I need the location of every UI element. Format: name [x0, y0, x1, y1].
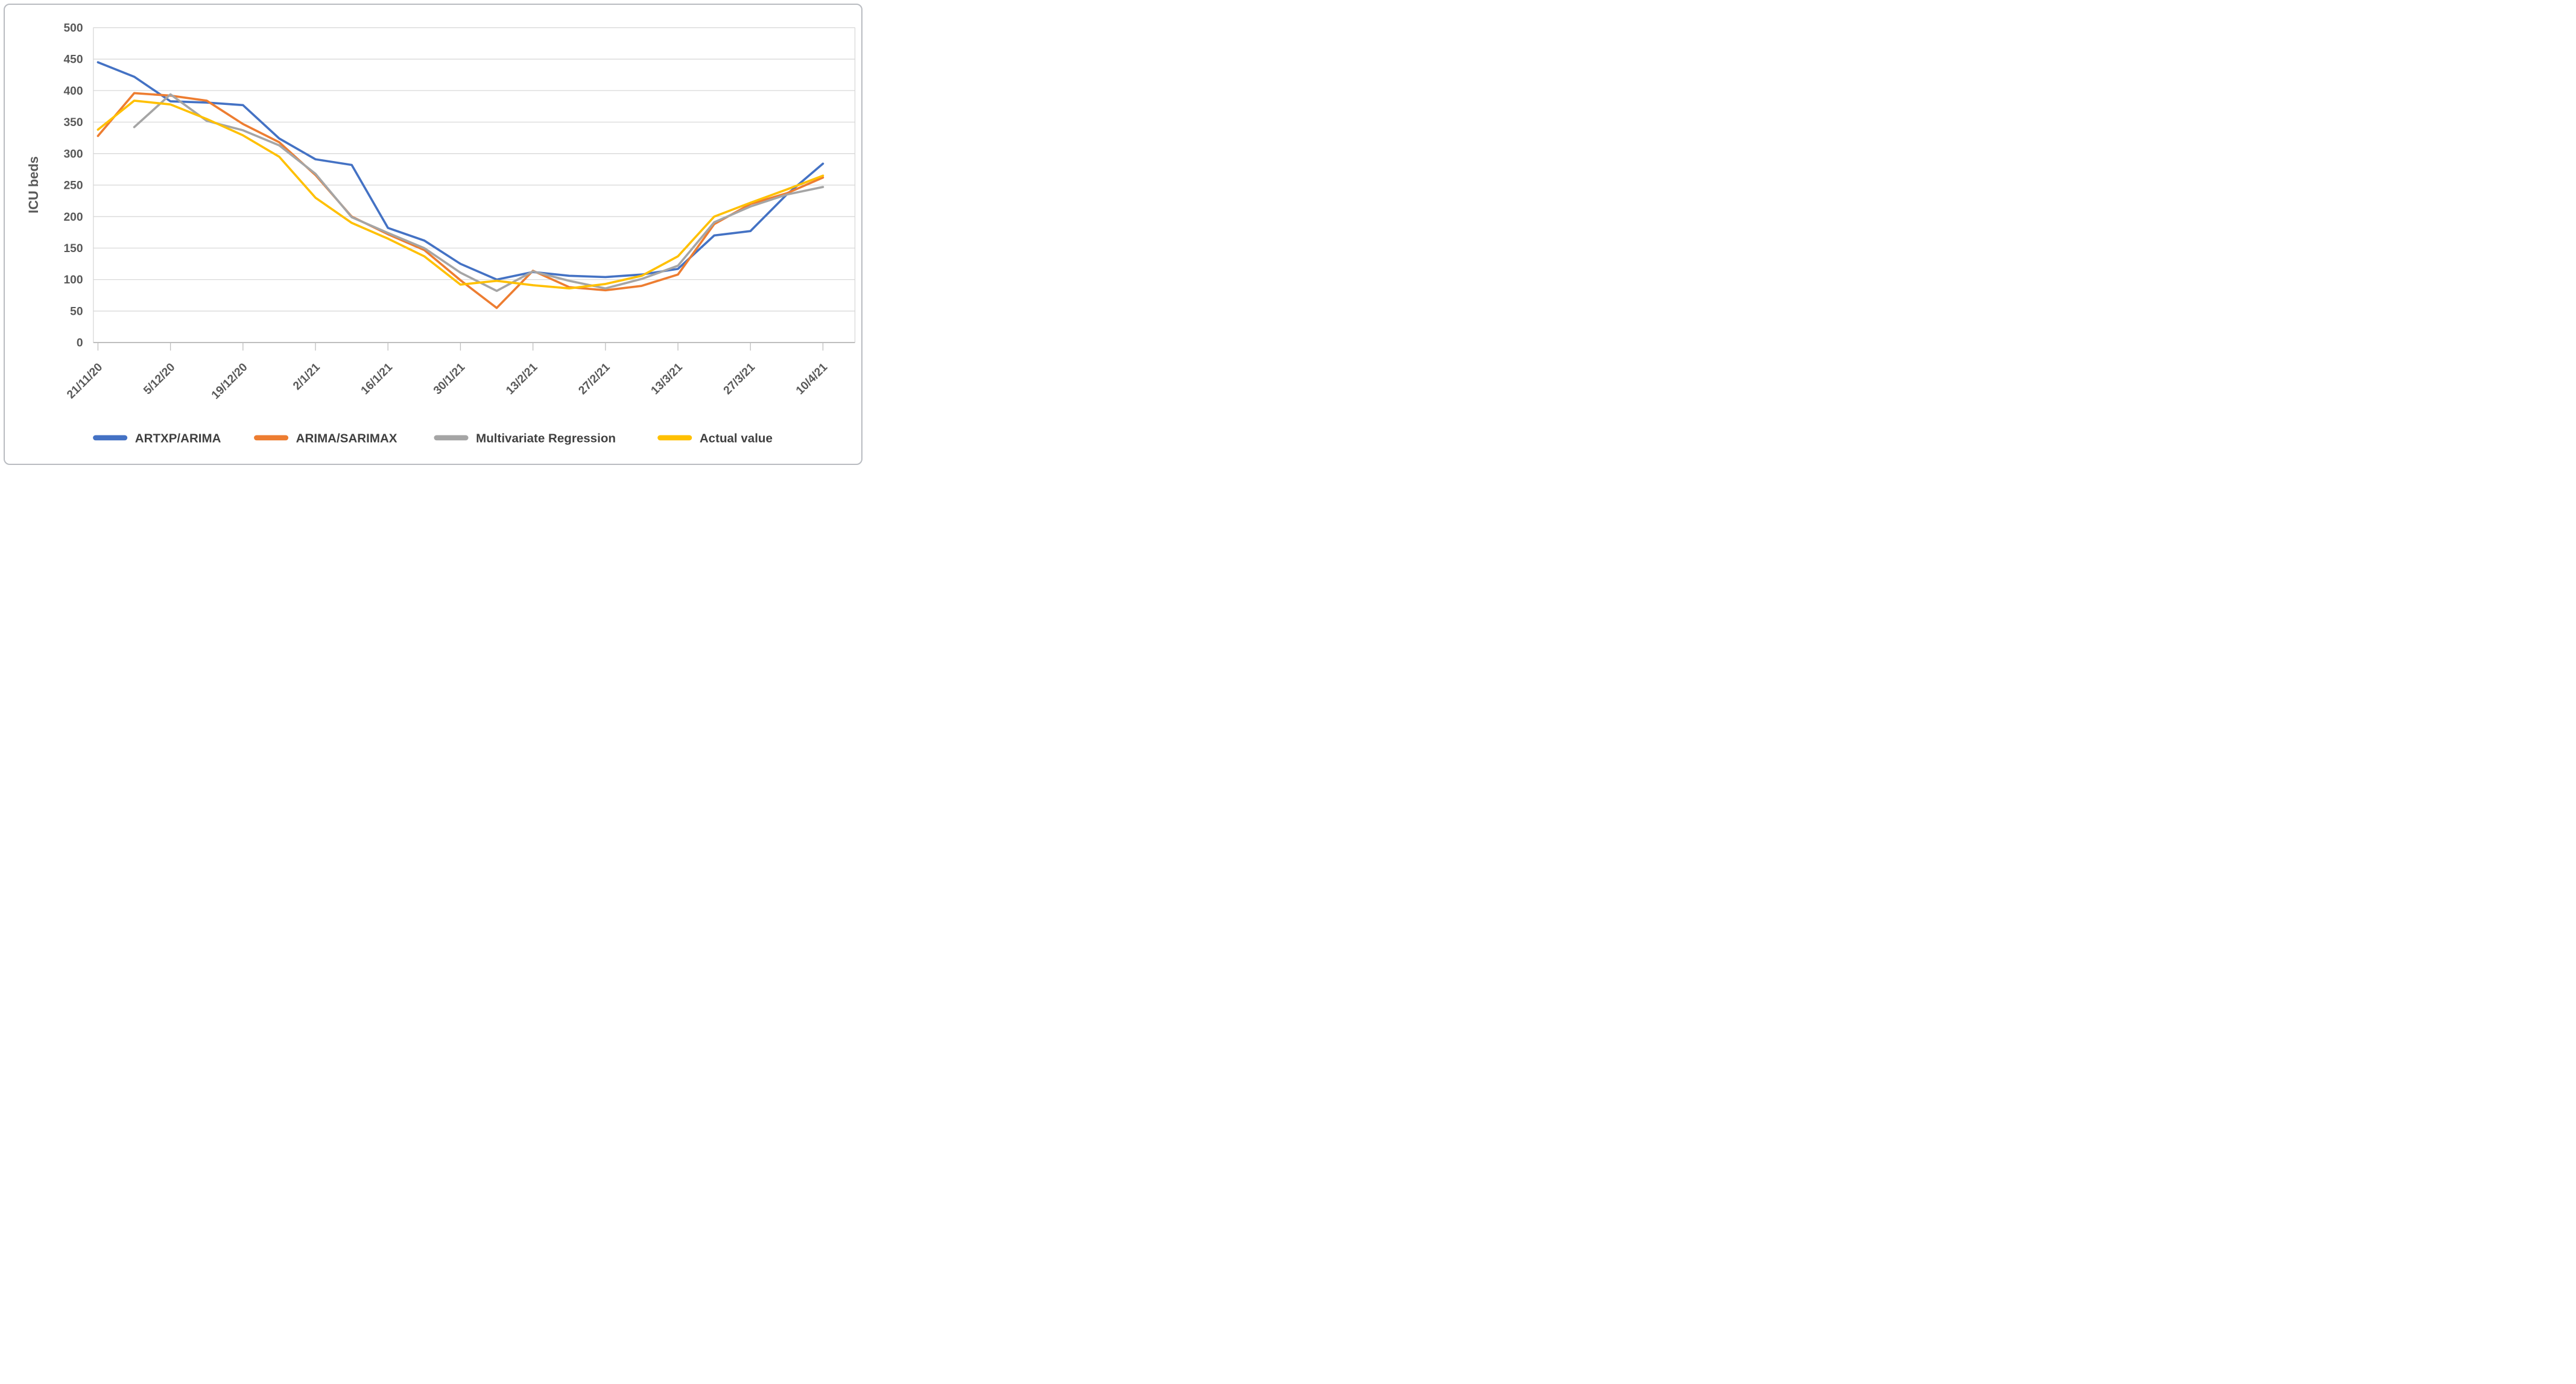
- series-color-swatch: [93, 435, 128, 441]
- y-tick-label: 150: [63, 242, 83, 255]
- series-line-actual-value: [97, 100, 824, 290]
- y-tick-label: 200: [63, 211, 83, 224]
- chart-canvas: 0 50 100 150 200 250 300 350 400 450 500 21/11/20 5…: [26, 22, 856, 446]
- series-line-artxp-arima: [97, 61, 824, 281]
- series-color-swatch: [254, 435, 289, 441]
- y-tick-label: 100: [63, 274, 83, 286]
- x-tick-label: 5/12/20: [141, 361, 177, 397]
- y-tick-label: 0: [77, 337, 83, 350]
- legend-item: ARIMA/SARIMAX: [254, 432, 397, 446]
- legend-item: Actual value: [657, 432, 773, 446]
- y-tick-label: 350: [63, 116, 83, 129]
- data-series-lines: [97, 61, 824, 309]
- icu-beds-forecast-chart: 0 50 100 150 200 250 300 350 400 450 500 21/11/20 5…: [4, 4, 862, 465]
- legend-label: ARIMA/SARIMAX: [296, 432, 397, 446]
- series-color-swatch: [434, 435, 469, 441]
- x-tick-label: 13/3/21: [649, 361, 685, 397]
- y-axis-tick-labels: 0 50 100 150 200 250 300 350 400 450 500: [63, 22, 83, 349]
- x-tick-label: 19/12/20: [209, 361, 250, 402]
- legend-item: Multivariate Regression: [434, 432, 616, 446]
- y-tick-label: 250: [63, 180, 83, 192]
- x-axis-tick-labels: 21/11/20 5/12/20 19/12/20 2/1/21 16/1/21 30/1…: [65, 361, 830, 402]
- legend-label: ARTXP/ARIMA: [135, 432, 221, 446]
- page: 0 50 100 150 200 250 300 350 400 450 500 21/11/20 5…: [0, 0, 876, 469]
- series-color-swatch: [657, 435, 692, 441]
- x-tick-label: 27/2/21: [576, 361, 612, 397]
- x-tick-label: 10/4/21: [794, 361, 830, 397]
- x-tick-label: 2/1/21: [291, 361, 323, 393]
- legend-label: Multivariate Regression: [476, 432, 616, 446]
- x-tick-label: 16/1/21: [359, 361, 395, 397]
- x-tick-label: 30/1/21: [431, 361, 467, 397]
- y-tick-label: 50: [70, 305, 83, 318]
- series-line-arima-sarimax: [97, 92, 824, 309]
- legend-label: Actual value: [700, 432, 773, 446]
- legend: ARTXP/ARIMA ARIMA/SARIMAX Multivariate R…: [93, 432, 773, 446]
- y-tick-label: 450: [63, 54, 83, 66]
- x-tick-label: 21/11/20: [65, 361, 105, 402]
- x-tick-label: 13/2/21: [504, 361, 540, 397]
- series-line-multivariate-regression: [133, 93, 824, 292]
- gridlines: [93, 27, 856, 343]
- y-tick-label: 400: [63, 85, 83, 98]
- legend-item: ARTXP/ARIMA: [93, 432, 221, 446]
- y-tick-label: 300: [63, 148, 83, 160]
- y-axis-title: ICU beds: [26, 156, 41, 213]
- x-tick-label: 27/3/21: [721, 361, 758, 397]
- axes: [93, 342, 855, 351]
- y-tick-label: 500: [63, 22, 83, 34]
